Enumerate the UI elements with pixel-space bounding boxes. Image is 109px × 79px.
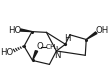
Text: CH₃: CH₃ bbox=[45, 44, 59, 50]
Polygon shape bbox=[86, 32, 97, 40]
Text: H: H bbox=[65, 34, 71, 43]
Text: HO: HO bbox=[0, 48, 13, 57]
Text: HO: HO bbox=[8, 26, 21, 35]
Polygon shape bbox=[32, 51, 38, 60]
Text: N: N bbox=[54, 51, 60, 60]
Text: O: O bbox=[37, 42, 43, 51]
Polygon shape bbox=[20, 29, 32, 32]
Text: OH: OH bbox=[95, 26, 108, 35]
